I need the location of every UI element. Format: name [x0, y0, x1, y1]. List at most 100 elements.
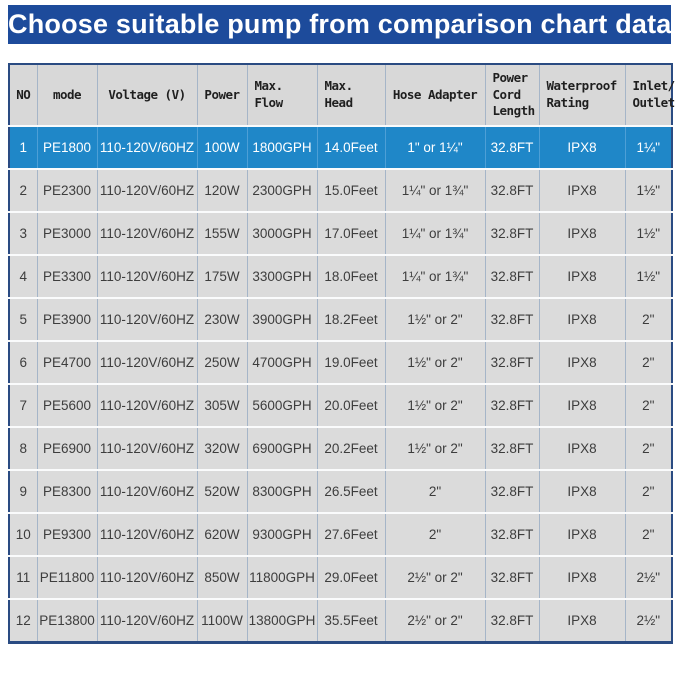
col-header-inlet-outlet: Inlet/ Outlet — [625, 64, 675, 127]
cell-power: 175W — [197, 255, 248, 299]
cell-rating: IPX8 — [539, 126, 626, 170]
cell-voltage: 110-120V/60HZ — [97, 427, 198, 471]
cell-mode: PE11800 — [37, 556, 98, 600]
col-header-waterproof-rating: Waterproof Rating — [539, 64, 626, 127]
cell-cord: 32.8FT — [485, 470, 540, 514]
cell-voltage: 110-120V/60HZ — [97, 513, 198, 557]
cell-flow: 3300GPH — [247, 255, 318, 299]
cell-hose: 1½" or 2" — [385, 384, 486, 428]
cell-power: 100W — [197, 126, 248, 170]
cell-voltage: 110-120V/60HZ — [97, 169, 198, 213]
cell-voltage: 110-120V/60HZ — [97, 255, 198, 299]
cell-flow: 3900GPH — [247, 298, 318, 342]
col-header-max-head: Max. Head — [317, 64, 386, 127]
table-row: 9 PE8300 110-120V/60HZ 520W 8300GPH 26.5Feet 2… — [9, 470, 672, 514]
cell-outlet: 2" — [625, 427, 672, 471]
cell-head: 29.0Feet — [317, 556, 386, 600]
cell-no: 4 — [9, 255, 38, 299]
cell-voltage: 110-120V/60HZ — [97, 470, 198, 514]
page-title: Choose suitable pump from comparison cha… — [8, 5, 671, 44]
cell-cord: 32.8FT — [485, 255, 540, 299]
cell-cord: 32.8FT — [485, 126, 540, 170]
cell-flow: 4700GPH — [247, 341, 318, 385]
cell-hose: 1¼" or 1¾" — [385, 212, 486, 256]
cell-hose: 2" — [385, 513, 486, 557]
cell-hose: 1" or 1¼" — [385, 126, 486, 170]
cell-flow: 2300GPH — [247, 169, 318, 213]
cell-rating: IPX8 — [539, 427, 626, 471]
cell-hose: 2½" or 2" — [385, 556, 486, 600]
cell-no: 1 — [9, 126, 38, 170]
table-row: 10 PE9300 110-120V/60HZ 620W 9300GPH 27.6Feet… — [9, 513, 672, 557]
cell-rating: IPX8 — [539, 212, 626, 256]
cell-rating: IPX8 — [539, 255, 626, 299]
cell-rating: IPX8 — [539, 341, 626, 385]
col-header-max-flow: Max. Flow — [247, 64, 318, 127]
cell-hose: 1½" or 2" — [385, 427, 486, 471]
cell-cord: 32.8FT — [485, 384, 540, 428]
cell-power: 850W — [197, 556, 248, 600]
cell-rating: IPX8 — [539, 169, 626, 213]
cell-rating: IPX8 — [539, 470, 626, 514]
cell-flow: 5600GPH — [247, 384, 318, 428]
pump-comparison-table: NO mode Voltage (V) Power Max. Flow Max.… — [8, 63, 675, 644]
cell-head: 19.0Feet — [317, 341, 386, 385]
cell-head: 20.2Feet — [317, 427, 386, 471]
col-header-voltage: Voltage (V) — [97, 64, 198, 127]
cell-outlet: 1½" — [625, 169, 672, 213]
cell-cord: 32.8FT — [485, 169, 540, 213]
cell-flow: 13800GPH — [247, 599, 318, 642]
cell-no: 8 — [9, 427, 38, 471]
cell-voltage: 110-120V/60HZ — [97, 341, 198, 385]
cell-hose: 1¼" or 1¾" — [385, 169, 486, 213]
cell-no: 10 — [9, 513, 38, 557]
cell-rating: IPX8 — [539, 513, 626, 557]
cell-mode: PE2300 — [37, 169, 98, 213]
cell-no: 11 — [9, 556, 38, 600]
table-row: 6 PE4700 110-120V/60HZ 250W 4700GPH 19.0Feet 1… — [9, 341, 672, 385]
header-row: NO mode Voltage (V) Power Max. Flow Max.… — [9, 64, 675, 127]
cell-no: 9 — [9, 470, 38, 514]
cell-head: 18.2Feet — [317, 298, 386, 342]
cell-voltage: 110-120V/60HZ — [97, 126, 198, 170]
cell-no: 12 — [9, 599, 38, 642]
cell-hose: 1¼" or 1¾" — [385, 255, 486, 299]
cell-voltage: 110-120V/60HZ — [97, 384, 198, 428]
cell-mode: PE9300 — [37, 513, 98, 557]
cell-voltage: 110-120V/60HZ — [97, 298, 198, 342]
table-row: 8 PE6900 110-120V/60HZ 320W 6900GPH 20.2Feet 1… — [9, 427, 672, 471]
cell-cord: 32.8FT — [485, 341, 540, 385]
cell-head: 35.5Feet — [317, 599, 386, 642]
cell-power: 320W — [197, 427, 248, 471]
table-row: 7 PE5600 110-120V/60HZ 305W 5600GPH 20.0Feet 1… — [9, 384, 672, 428]
cell-hose: 2" — [385, 470, 486, 514]
cell-flow: 3000GPH — [247, 212, 318, 256]
cell-no: 6 — [9, 341, 38, 385]
cell-head: 20.0Feet — [317, 384, 386, 428]
cell-outlet: 2½" — [625, 556, 672, 600]
cell-head: 17.0Feet — [317, 212, 386, 256]
cell-mode: PE4700 — [37, 341, 98, 385]
cell-head: 18.0Feet — [317, 255, 386, 299]
cell-no: 7 — [9, 384, 38, 428]
cell-hose: 2½" or 2" — [385, 599, 486, 642]
cell-cord: 32.8FT — [485, 298, 540, 342]
table-row: 3 PE3000 110-120V/60HZ 155W 3000GPH 17.0Feet 1… — [9, 212, 672, 256]
table-row: 5 PE3900 110-120V/60HZ 230W 3900GPH 18.2Feet 1… — [9, 298, 672, 342]
cell-outlet: 1¼" — [625, 126, 672, 170]
cell-rating: IPX8 — [539, 384, 626, 428]
cell-outlet: 2" — [625, 298, 672, 342]
cell-mode: PE5600 — [37, 384, 98, 428]
cell-flow: 9300GPH — [247, 513, 318, 557]
cell-flow: 11800GPH — [247, 556, 318, 600]
cell-mode: PE8300 — [37, 470, 98, 514]
table-row: 2 PE2300 110-120V/60HZ 120W 2300GPH 15.0Feet 1… — [9, 169, 672, 213]
cell-outlet: 2" — [625, 341, 672, 385]
cell-power: 155W — [197, 212, 248, 256]
cell-voltage: 110-120V/60HZ — [97, 556, 198, 600]
cell-outlet: 2" — [625, 513, 672, 557]
cell-outlet: 1½" — [625, 212, 672, 256]
cell-power: 520W — [197, 470, 248, 514]
cell-flow: 1800GPH — [247, 126, 318, 170]
cell-mode: PE13800 — [37, 599, 98, 642]
